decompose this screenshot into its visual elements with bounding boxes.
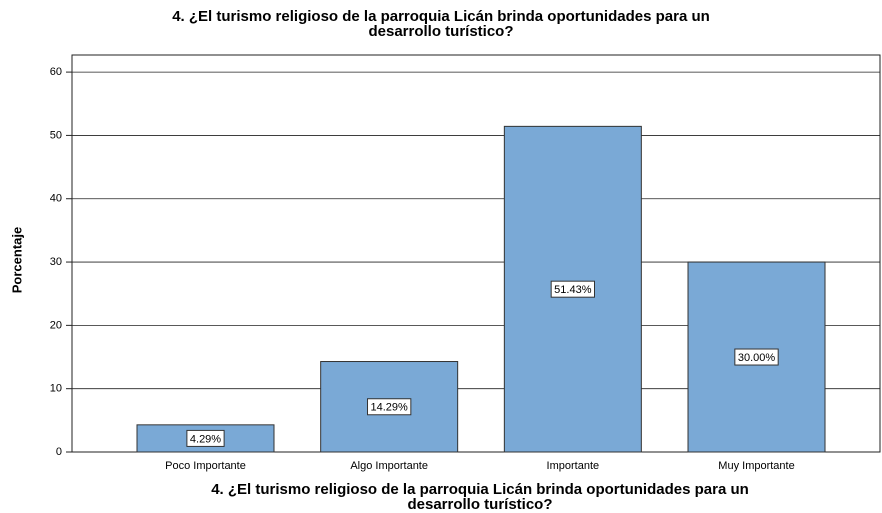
x-tick-label: Importante (547, 460, 600, 472)
value-label-box (186, 429, 225, 447)
value-label-box (367, 398, 412, 416)
x-tick-label: Poco Importante (165, 460, 246, 472)
y-tick-label: 40 (50, 193, 62, 205)
x-axis-label: 4. ¿El turismo religioso de la parroquia… (211, 481, 749, 498)
chart-title: 4. ¿El turismo religioso de la parroquia… (172, 8, 710, 25)
value-label: 51.43% (554, 284, 592, 296)
x-tick-label: Muy Importante (718, 460, 794, 472)
y-tick-label: 60 (50, 66, 62, 78)
y-tick-label: 0 (56, 446, 62, 458)
y-axis-label: Porcentaje (9, 227, 24, 293)
value-label: 4.29% (190, 433, 221, 445)
value-label-box (734, 348, 779, 366)
chart-title: desarrollo turístico? (368, 23, 513, 40)
x-tick-label: Algo Importante (350, 460, 428, 472)
y-tick-label: 50 (50, 129, 62, 141)
x-axis-label: desarrollo turístico? (407, 496, 552, 513)
value-label: 30.00% (738, 352, 776, 364)
y-tick-label: 20 (50, 319, 62, 331)
y-tick-label: 30 (50, 256, 62, 268)
value-label: 14.29% (371, 402, 409, 414)
y-tick-label: 10 (50, 383, 62, 395)
value-label-box (550, 280, 595, 298)
